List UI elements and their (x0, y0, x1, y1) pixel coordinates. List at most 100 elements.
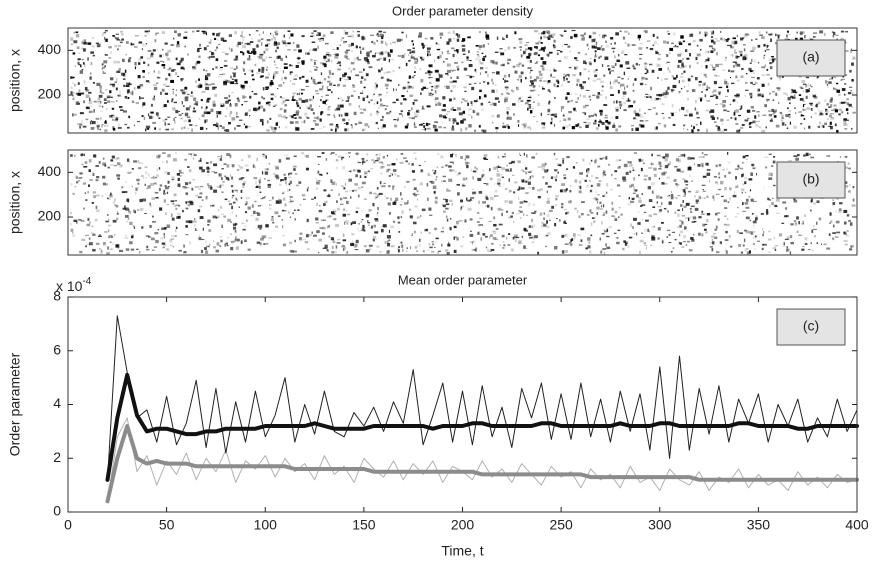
density-speck (843, 119, 846, 122)
density-speck (785, 207, 788, 210)
density-speck (710, 30, 714, 33)
density-speck (249, 115, 251, 117)
density-speck (386, 112, 390, 115)
density-speck (275, 175, 280, 178)
density-speck (730, 70, 735, 73)
density-speck (240, 166, 244, 169)
density-speck (273, 64, 277, 66)
density-speck (261, 235, 266, 239)
density-speck (91, 36, 95, 40)
density-speck (154, 87, 158, 91)
density-speck (140, 97, 145, 99)
density-speck (677, 156, 681, 158)
density-speck (496, 167, 498, 170)
density-speck (624, 86, 626, 91)
density-speck (612, 80, 616, 85)
density-speck (228, 99, 231, 102)
density-speck (780, 114, 784, 117)
density-speck (158, 117, 161, 120)
density-speck (358, 230, 362, 232)
density-image (70, 30, 856, 134)
density-speck (336, 207, 340, 211)
density-speck (158, 154, 161, 158)
density-speck (179, 185, 181, 188)
density-speck (751, 58, 753, 63)
density-speck (688, 166, 691, 169)
density-speck (228, 122, 231, 125)
density-speck (681, 178, 686, 180)
density-speck (141, 115, 144, 117)
density-speck (547, 197, 550, 202)
density-speck (348, 43, 352, 48)
density-speck (771, 202, 774, 206)
density-speck (770, 56, 775, 58)
density-speck (481, 129, 484, 132)
density-speck (292, 83, 296, 85)
density-speck (674, 211, 677, 214)
density-speck (386, 91, 389, 94)
density-speck (518, 242, 521, 244)
density-speck (483, 80, 486, 82)
density-speck (574, 179, 578, 183)
density-speck (852, 56, 856, 59)
density-speck (666, 61, 670, 63)
density-speck (812, 36, 816, 38)
density-speck (687, 156, 691, 160)
density-speck (178, 113, 182, 117)
density-speck (511, 89, 513, 92)
density-speck (578, 215, 581, 219)
density-speck (117, 44, 121, 48)
density-speck (344, 74, 346, 77)
density-speck (581, 37, 585, 41)
density-speck (707, 57, 710, 62)
density-speck (389, 110, 392, 113)
density-speck (137, 75, 141, 79)
density-speck (413, 57, 418, 61)
density-speck (650, 162, 653, 166)
density-speck (373, 192, 377, 195)
density-speck (631, 183, 634, 187)
density-speck (670, 193, 674, 197)
density-speck (796, 230, 799, 233)
density-speck (376, 157, 381, 161)
density-speck (768, 113, 773, 117)
density-speck (115, 33, 119, 36)
density-speck (260, 237, 264, 241)
density-speck (563, 78, 566, 82)
density-speck (519, 206, 522, 209)
density-speck (261, 66, 265, 71)
density-speck (738, 243, 742, 247)
density-speck (519, 216, 522, 219)
density-speck (537, 40, 542, 43)
density-speck (469, 75, 473, 79)
density-speck (156, 61, 160, 64)
density-speck (617, 229, 621, 232)
density-speck (607, 121, 611, 125)
density-speck (262, 97, 266, 99)
density-speck (834, 123, 837, 127)
density-speck (726, 223, 730, 227)
density-speck (525, 180, 527, 183)
density-speck (269, 125, 272, 129)
density-speck (586, 174, 588, 178)
density-speck (96, 82, 101, 86)
density-speck (424, 228, 429, 232)
density-speck (439, 51, 444, 53)
density-speck (490, 249, 495, 251)
density-speck (458, 112, 463, 116)
density-speck (478, 200, 480, 204)
density-speck (691, 221, 696, 223)
density-speck (230, 221, 233, 223)
y-axis-label: Order parameter (7, 352, 23, 456)
density-speck (849, 248, 853, 251)
density-speck (833, 87, 836, 91)
density-speck (165, 77, 168, 81)
density-speck (85, 89, 89, 92)
density-speck (602, 248, 607, 250)
density-speck (463, 67, 468, 71)
density-speck (520, 100, 524, 102)
density-speck (196, 30, 200, 32)
density-speck (428, 207, 432, 211)
density-speck (265, 76, 269, 79)
density-image (70, 152, 856, 255)
